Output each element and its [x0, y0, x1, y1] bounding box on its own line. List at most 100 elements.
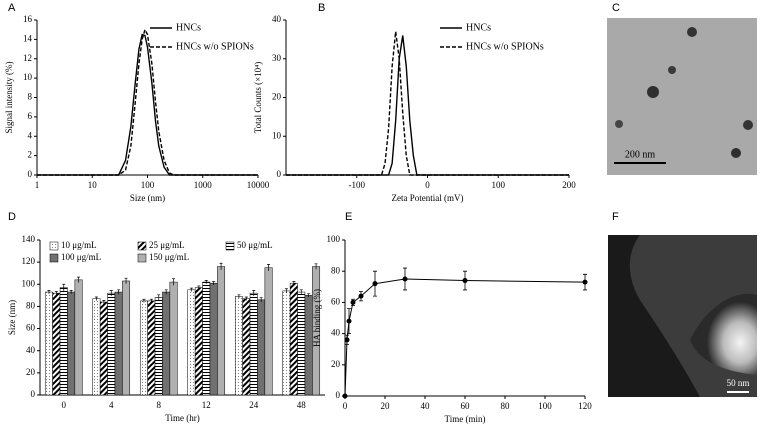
bar: [114, 291, 123, 396]
bar: [289, 282, 298, 396]
y-tick-label: 14: [23, 33, 33, 43]
y-axis-label: Signal intensity (%): [4, 62, 14, 134]
y-tick-label: 6: [28, 111, 33, 121]
x-tick-label: 12: [202, 400, 211, 410]
x-tick-label: 40: [421, 401, 431, 411]
bar: [139, 300, 148, 396]
scale-bar-label: 50 nm: [727, 378, 750, 388]
y-tick-label: 12: [23, 53, 32, 63]
y-axis-label: Size (nm): [7, 300, 17, 335]
bar: [107, 292, 116, 396]
x-tick-label: 200: [562, 180, 576, 190]
line: [286, 31, 569, 176]
y-tick-label: 16: [23, 14, 33, 24]
error-bar: [219, 262, 223, 270]
bar: [234, 296, 243, 396]
bar: [169, 281, 178, 396]
y-tick-label: 100: [22, 278, 36, 288]
y-tick-label: 60: [26, 323, 36, 333]
y-tick-label: 0: [277, 169, 282, 179]
legend-swatch: [137, 241, 147, 251]
bar: [297, 291, 306, 396]
point: [372, 281, 378, 287]
y-tick-label: 10: [23, 72, 33, 82]
panel-label: C: [612, 2, 620, 14]
bar: [162, 291, 171, 396]
line: [37, 33, 258, 176]
y-tick-label: 4: [28, 130, 33, 140]
error-bar: [252, 290, 256, 296]
bar: [99, 301, 108, 396]
error-bar: [117, 289, 121, 295]
y-tick-label: 10: [272, 130, 282, 140]
error-bar: [149, 298, 153, 303]
error-bar: [157, 294, 161, 301]
x-tick-label: 100: [492, 180, 506, 190]
error-bar: [267, 264, 271, 271]
bar: [249, 292, 258, 396]
y-tick-label: 0: [336, 390, 341, 400]
y-tick-label: 20: [272, 92, 282, 102]
point: [462, 278, 468, 284]
bar: [92, 298, 101, 396]
x-tick-label: 1000: [194, 180, 213, 190]
x-tick-label: 4: [109, 400, 114, 410]
error-bar: [197, 285, 201, 290]
x-tick-label: 8: [157, 400, 162, 410]
y-axis-label: Total Counts (×10⁴): [253, 62, 263, 134]
error-bar: [307, 293, 311, 298]
bar: [264, 267, 273, 396]
x-tick-label: 0: [343, 401, 348, 411]
y-tick-label: 60: [331, 296, 341, 306]
legend-label: 10 μg/mL: [61, 240, 97, 250]
legend-label: 25 μg/mL: [149, 240, 185, 250]
panel-label: B: [318, 2, 325, 14]
x-tick-label: 0: [425, 180, 430, 190]
panel-label: A: [8, 2, 16, 14]
error-bar: [204, 280, 208, 284]
x-tick-label: -100: [349, 180, 366, 190]
error-bar: [94, 296, 98, 301]
y-tick-label: 0: [31, 389, 36, 399]
x-tick-label: 20: [381, 401, 391, 411]
bar: [187, 289, 196, 396]
point: [358, 293, 364, 299]
error-bar: [54, 291, 58, 295]
legend-label: HNCs w/o SPIONs: [176, 41, 254, 52]
x-tick-label: 24: [249, 400, 259, 410]
point: [350, 299, 356, 305]
error-bar: [237, 294, 241, 299]
error-bar: [47, 290, 51, 294]
error-bar: [284, 288, 288, 294]
point: [344, 337, 350, 343]
x-axis-label: Zeta Potential (mV): [392, 193, 464, 203]
y-tick-label: 140: [22, 234, 36, 244]
error-bar: [244, 296, 248, 301]
error-bar: [299, 289, 303, 295]
error-bar: [69, 290, 73, 294]
line: [286, 35, 569, 176]
error-bar: [164, 289, 168, 295]
legend-label: 100 μg/mL: [61, 252, 101, 262]
y-tick-label: 40: [26, 345, 36, 355]
legend-label: HNCs: [176, 22, 201, 33]
error-bar: [77, 276, 81, 283]
y-tick-label: 80: [331, 265, 341, 275]
y-tick-label: 8: [28, 92, 33, 102]
error-bar: [292, 281, 296, 285]
x-tick-label: 10: [88, 180, 98, 190]
y-tick-label: 100: [327, 234, 341, 244]
bar: [44, 291, 53, 396]
legend-label: HNCs w/o SPIONs: [466, 41, 544, 52]
error-bar: [172, 278, 176, 286]
bar: [154, 297, 163, 396]
y-tick-label: 20: [331, 359, 341, 369]
legend-label: 50 μg/mL: [237, 240, 273, 250]
legend-label: HNCs: [466, 22, 491, 33]
panel-label: E: [345, 211, 352, 223]
y-axis-label: HA binding (%): [312, 289, 322, 347]
error-bar: [62, 283, 66, 291]
y-tick-label: 2: [28, 150, 33, 160]
legend-label: 150 μg/mL: [149, 252, 189, 262]
